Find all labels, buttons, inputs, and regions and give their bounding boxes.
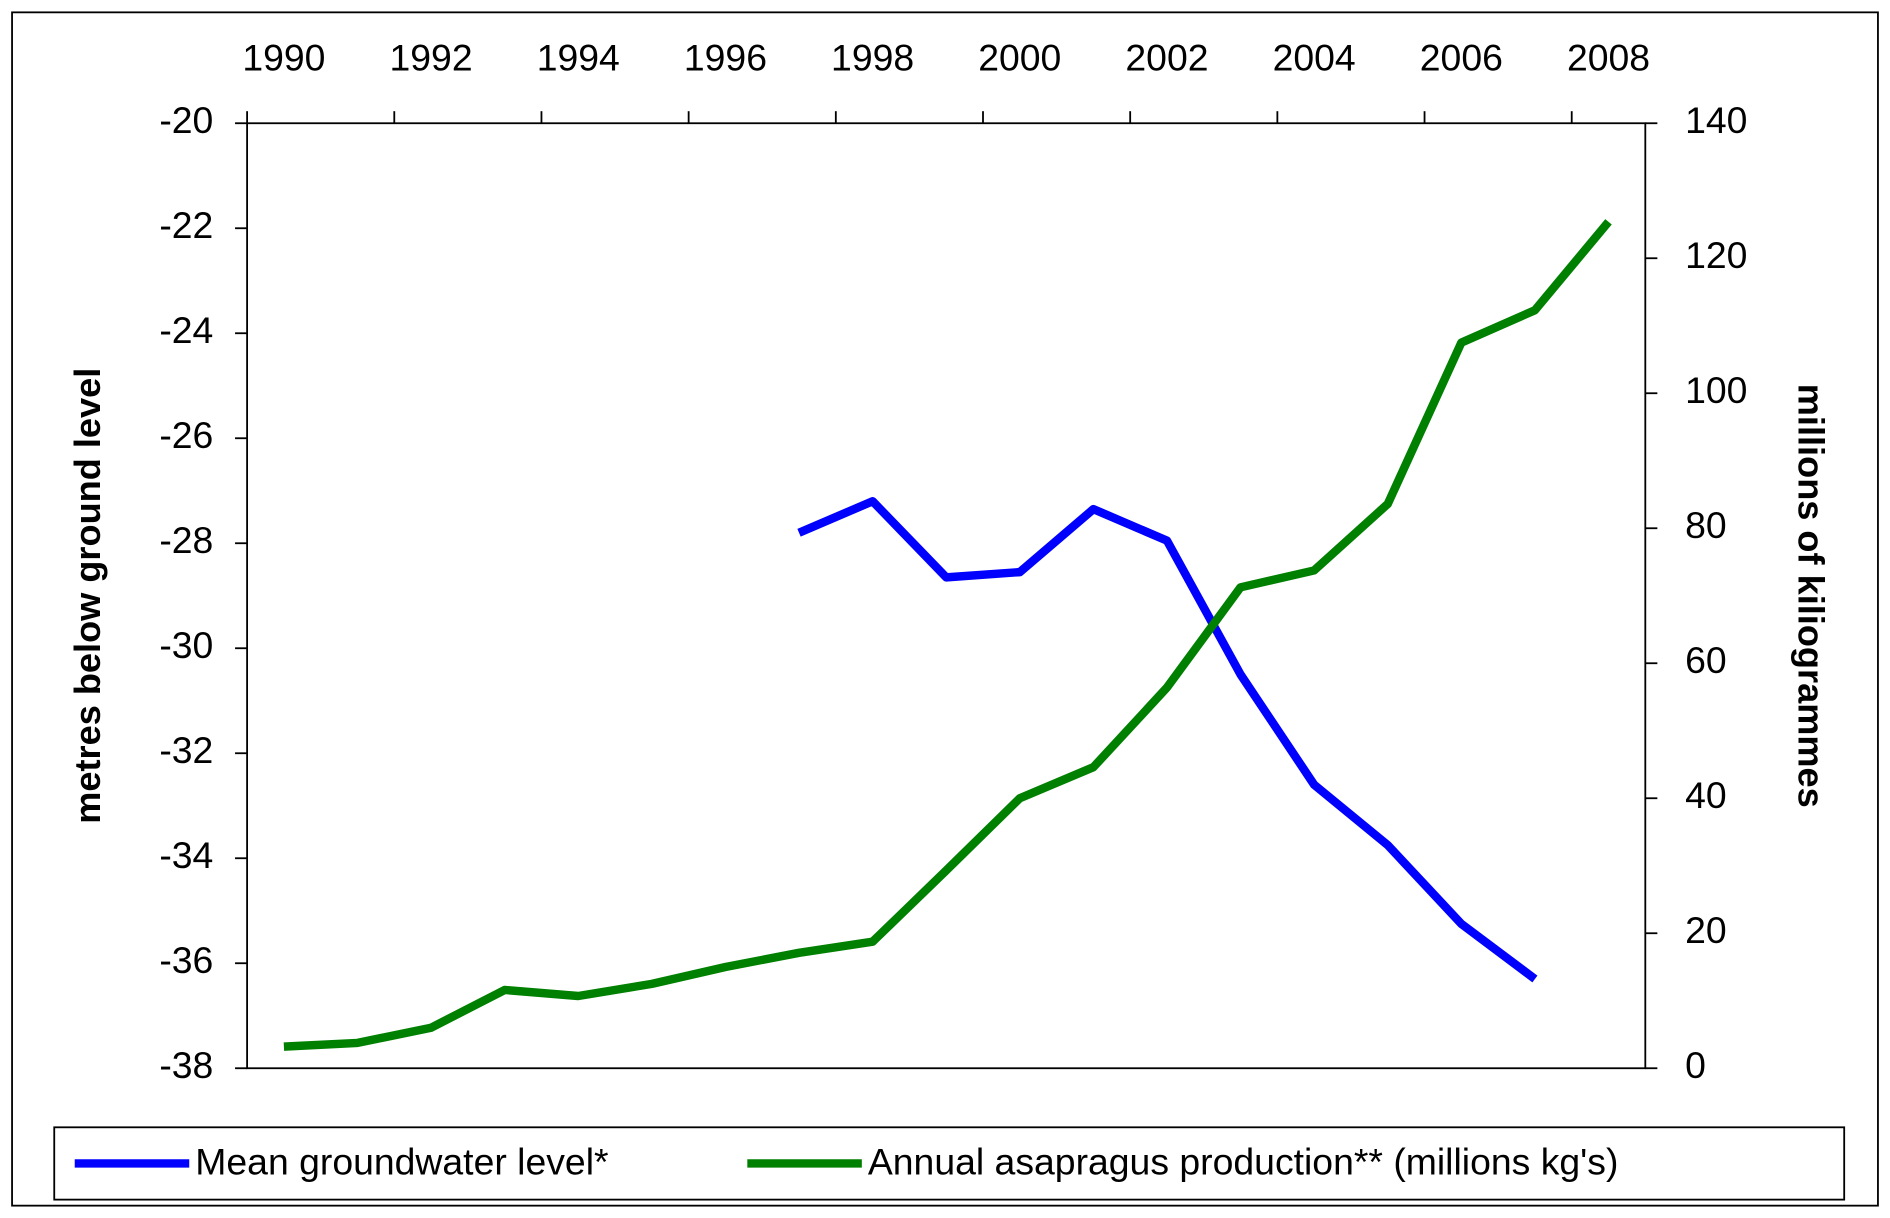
y2-tick-label: 60 bbox=[1685, 639, 1727, 681]
y-tick-label: -24 bbox=[159, 309, 213, 351]
x-tick-label: 2002 bbox=[1125, 36, 1208, 78]
y2-tick-label: 40 bbox=[1685, 774, 1727, 816]
y2-tick-label: 120 bbox=[1685, 234, 1747, 276]
y-tick-label: -32 bbox=[159, 729, 213, 771]
x-tick-label: 1996 bbox=[684, 36, 767, 78]
y-tick-label: -28 bbox=[159, 519, 213, 561]
x-tick-label: 2000 bbox=[978, 36, 1061, 78]
y2-tick-label: 20 bbox=[1685, 909, 1727, 951]
x-tick-label: 2008 bbox=[1567, 36, 1650, 78]
x-tick-label: 2006 bbox=[1420, 36, 1503, 78]
x-tick-label: 1994 bbox=[537, 36, 620, 78]
y2-tick-label: 140 bbox=[1685, 99, 1747, 141]
y-tick-label: -26 bbox=[159, 414, 213, 456]
legend bbox=[53, 1126, 1846, 1201]
y2-tick-label: 80 bbox=[1685, 504, 1727, 546]
y-tick-label: -34 bbox=[159, 834, 213, 876]
y-tick-label: -38 bbox=[159, 1044, 213, 1086]
y-tick-label: -20 bbox=[159, 99, 213, 141]
y-tick-label: -36 bbox=[159, 939, 213, 981]
x-tick-label: 1992 bbox=[390, 36, 473, 78]
y-tick-label: -22 bbox=[159, 204, 213, 246]
y2-tick-label: 100 bbox=[1685, 369, 1747, 411]
y-axis-label: metres below ground level bbox=[67, 368, 108, 824]
y-tick-label: -30 bbox=[159, 624, 213, 666]
line-series bbox=[283, 219, 1612, 1051]
plot-area bbox=[246, 122, 1647, 1070]
line-series bbox=[797, 497, 1538, 983]
x-tick-label: 1990 bbox=[242, 36, 325, 78]
y2-tick-label: 0 bbox=[1685, 1044, 1706, 1086]
chart-frame bbox=[11, 11, 1879, 1207]
x-tick-label: 2004 bbox=[1273, 36, 1356, 78]
legend-label: Annual asapragus production** (millions … bbox=[868, 1141, 1619, 1183]
x-tick-label: 1998 bbox=[831, 36, 914, 78]
y2-axis-label: millions of kiliogrammes bbox=[1790, 384, 1831, 808]
legend-label: Mean groundwater level* bbox=[195, 1141, 608, 1183]
